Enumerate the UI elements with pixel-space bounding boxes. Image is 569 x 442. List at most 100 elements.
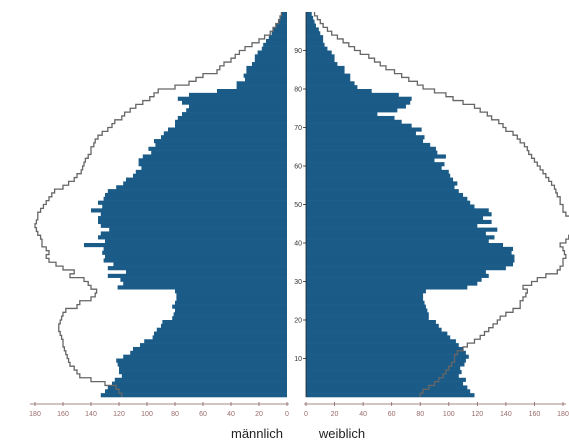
female-bar — [306, 316, 429, 321]
male-bar — [126, 177, 287, 182]
female-bar — [306, 73, 351, 78]
male-bar — [163, 131, 287, 136]
female-bar — [306, 104, 406, 109]
female-bar — [306, 358, 466, 363]
male-bar — [112, 381, 287, 386]
age-tick-label: 30 — [294, 279, 302, 286]
female-bar — [306, 62, 338, 67]
male-bar — [138, 162, 287, 167]
x-tick-label: 120 — [471, 411, 483, 418]
female-bar — [306, 354, 469, 359]
male-bar — [186, 108, 287, 113]
male-bar — [98, 235, 287, 240]
male-bar — [117, 285, 287, 290]
female-bar — [306, 246, 514, 251]
male-bar — [107, 273, 287, 278]
female-bar — [306, 327, 442, 332]
age-tick-label: 90 — [294, 48, 302, 55]
male-bar — [177, 115, 287, 121]
female-bar — [306, 231, 486, 236]
male-bar-group — [84, 12, 288, 398]
female-bar — [306, 235, 495, 240]
male-bar — [130, 350, 287, 355]
female-bar — [306, 139, 424, 144]
male-bar — [273, 27, 287, 32]
male-bar — [177, 96, 287, 101]
female-bar — [306, 293, 424, 298]
male-bar — [156, 327, 287, 332]
x-tick-label: 120 — [113, 411, 125, 418]
male-bar — [161, 323, 287, 328]
female-bar — [306, 69, 345, 74]
age-axis: 10 20 30 40 50 60 70 80 90 — [294, 12, 307, 397]
x-tick-label: 180 — [557, 411, 569, 418]
male-bar — [121, 373, 287, 379]
female-bar — [306, 142, 431, 148]
male-bar — [172, 304, 287, 309]
female-bar — [306, 273, 489, 278]
female-bar — [306, 373, 459, 379]
x-tick-label: 140 — [500, 411, 512, 418]
female-bar — [306, 370, 462, 375]
male-bar — [144, 339, 287, 344]
male-bar — [98, 200, 287, 205]
female-bar — [306, 196, 468, 201]
female-bar — [306, 127, 422, 132]
male-bar — [236, 81, 287, 86]
female-bar — [306, 19, 315, 24]
male-bar — [117, 362, 287, 367]
x-tick-label: 60 — [199, 411, 207, 418]
male-bar — [254, 54, 287, 59]
male-bar — [280, 15, 287, 20]
female-bar — [306, 46, 328, 51]
x-tick-label: 40 — [359, 411, 367, 418]
female-bar — [306, 15, 314, 20]
female-bar — [306, 189, 459, 194]
female-bar — [306, 23, 316, 28]
male-bar — [152, 335, 287, 340]
male-bar — [243, 73, 287, 78]
male-bar — [148, 146, 287, 151]
female-bar — [306, 92, 399, 97]
x-tick-label: 20 — [331, 411, 339, 418]
female-bar — [306, 150, 438, 155]
female-bar — [306, 38, 324, 44]
x-tick-label: 180 — [29, 411, 41, 418]
male-bar — [140, 343, 287, 348]
female-bar — [306, 269, 486, 275]
female-bar — [306, 146, 436, 151]
male-bar — [261, 46, 287, 51]
male-bar — [275, 23, 287, 28]
male-bar — [135, 169, 287, 174]
male-bar — [100, 393, 287, 398]
female-bar — [306, 350, 466, 355]
male-bar — [217, 89, 287, 94]
x-tick-label: 160 — [529, 411, 541, 418]
female-bar-group — [306, 12, 515, 398]
male-bar — [113, 262, 288, 267]
male-outline-series — [34, 12, 283, 397]
female-bar — [306, 339, 456, 344]
female-outline-line — [313, 12, 569, 397]
male-bar — [189, 92, 287, 97]
female-bar — [306, 89, 372, 94]
female-bar — [306, 227, 498, 232]
male-bar — [107, 189, 287, 194]
female-bar — [306, 239, 489, 244]
female-bar — [306, 277, 482, 282]
male-bar — [168, 127, 287, 132]
male-bar — [103, 258, 287, 263]
female-bar — [306, 331, 448, 336]
male-bar — [278, 19, 287, 24]
female-bar — [306, 135, 425, 140]
female-bar — [306, 35, 324, 40]
male-bar — [100, 231, 287, 236]
male-bar — [173, 312, 287, 317]
x-tick-label: 160 — [57, 411, 69, 418]
female-bar — [306, 262, 514, 267]
female-bar — [306, 85, 358, 90]
male-bar — [161, 135, 287, 140]
female-bar — [306, 131, 416, 136]
female-bar — [306, 219, 492, 225]
female-bar — [306, 296, 424, 302]
